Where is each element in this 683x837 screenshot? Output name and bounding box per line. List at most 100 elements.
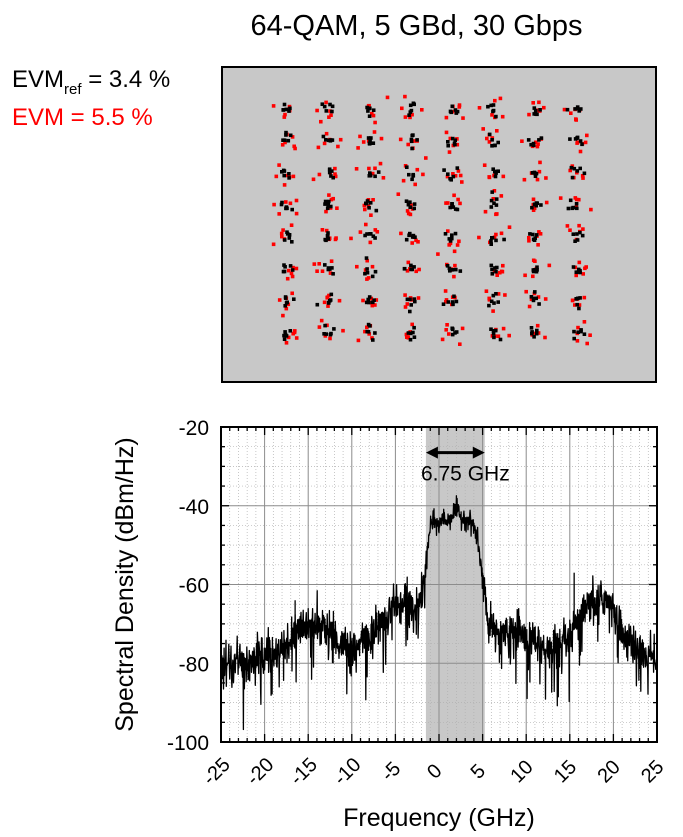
constellation-point-measured [481, 127, 485, 131]
constellation-point-reference [371, 108, 376, 112]
constellation-point-reference [371, 234, 376, 238]
constellation-point-measured [355, 264, 359, 269]
constellation-point-reference [579, 107, 583, 111]
constellation-point-measured [447, 150, 452, 154]
constellation-point-reference [283, 295, 288, 299]
constellation-point-reference [328, 102, 332, 107]
constellation-point-reference [580, 233, 585, 238]
constellation-point-reference [489, 103, 493, 108]
constellation-point-measured [499, 194, 504, 198]
constellation-point-reference [573, 137, 578, 141]
constellation-point-measured [356, 146, 360, 150]
constellation-point-reference [582, 332, 587, 336]
constellation-point-measured [565, 224, 570, 228]
constellation-point-measured [363, 207, 367, 212]
constellation-point-measured [336, 144, 340, 149]
constellation-point-measured [531, 101, 535, 105]
x-tick-label: 5 [467, 760, 490, 783]
bandwidth-annotation: 6.75 GHz [421, 446, 510, 486]
constellation-point-reference [281, 108, 285, 112]
constellation-point-measured [367, 103, 371, 108]
constellation-point-reference [454, 330, 459, 334]
constellation-point-measured [370, 171, 375, 176]
constellation-point-measured [485, 136, 489, 141]
constellation-point-reference [364, 201, 369, 206]
constellation-point-measured [333, 166, 337, 171]
constellation-point-reference [458, 269, 463, 273]
constellation-point-measured [320, 228, 325, 232]
constellation-point-reference [369, 232, 373, 236]
constellation-point-measured [396, 192, 401, 196]
constellation-point-reference [315, 302, 320, 307]
constellation-point-reference [283, 304, 287, 308]
constellation-point-measured [410, 112, 414, 117]
constellation-point-measured [460, 180, 464, 184]
constellation-point-reference [566, 206, 571, 211]
constellation-point-reference [578, 166, 582, 171]
constellation-point-measured [358, 134, 362, 139]
constellation-point-reference [490, 190, 494, 194]
constellation-point-measured [288, 201, 293, 206]
constellation-point-reference [366, 297, 370, 302]
constellation-point-measured [371, 198, 375, 202]
x-tick-label: -15 [286, 754, 322, 790]
constellation-point-measured [542, 105, 546, 110]
constellation-point-reference [282, 238, 287, 242]
constellation-point-reference [496, 140, 500, 145]
constellation-point-reference [491, 331, 496, 336]
constellation-point-reference [283, 265, 287, 269]
constellation-point-reference [578, 230, 582, 235]
constellation-point-measured [531, 258, 536, 263]
constellation-point-reference [288, 106, 292, 111]
constellation-point-reference [489, 327, 493, 331]
constellation-point-measured [444, 298, 449, 302]
constellation-point-measured [577, 260, 582, 265]
constellation-point-measured [361, 140, 366, 144]
constellation-point-measured [537, 169, 542, 174]
constellation-point-reference [539, 136, 544, 140]
constellation-point-measured [289, 223, 294, 227]
constellation-point-reference [283, 330, 287, 334]
constellation-point-reference [489, 242, 493, 246]
constellation-point-measured [457, 239, 461, 244]
constellation-point-reference [451, 136, 455, 141]
constellation-point-reference [406, 331, 411, 335]
constellation-point-reference [322, 332, 326, 336]
constellation-point-measured [523, 273, 527, 278]
constellation-point-measured [401, 178, 406, 183]
constellation-point-reference [574, 297, 578, 301]
constellation-point-measured [529, 297, 534, 302]
constellation-point-reference [287, 109, 291, 113]
constellation-point-measured [277, 298, 282, 302]
constellation-point-measured [294, 211, 299, 216]
constellation-point-reference [493, 169, 498, 174]
constellation-point-measured [291, 174, 296, 179]
constellation-point-reference [409, 139, 414, 144]
constellation-point-reference [446, 172, 450, 176]
constellation-point-reference [323, 202, 327, 206]
constellation-point-measured [452, 249, 457, 254]
constellation-point-measured [316, 145, 321, 150]
constellation-point-measured [285, 276, 290, 281]
constellation-point-reference [494, 197, 499, 201]
constellation-point-measured [582, 320, 587, 324]
constellation-point-measured [280, 143, 285, 147]
constellation-point-measured [292, 144, 296, 149]
constellation-point-measured [581, 227, 585, 231]
constellation-point-reference [376, 170, 381, 174]
constellation-point-reference [407, 233, 411, 238]
constellation-point-measured [490, 113, 494, 117]
constellation-point-measured [281, 228, 285, 232]
constellation-point-measured [415, 167, 420, 172]
constellation-point-reference [412, 102, 416, 107]
constellation-point-measured [319, 119, 323, 124]
constellation-point-reference [582, 171, 587, 176]
constellation-point-reference [409, 137, 414, 142]
constellation-point-measured [482, 163, 487, 167]
constellation-point-reference [577, 306, 581, 311]
x-tick-label: -25 [199, 754, 235, 790]
constellation-point-reference [409, 263, 413, 268]
constellation-point-reference [450, 202, 454, 206]
constellation-point-measured [372, 130, 377, 134]
constellation-point-measured [403, 94, 407, 99]
